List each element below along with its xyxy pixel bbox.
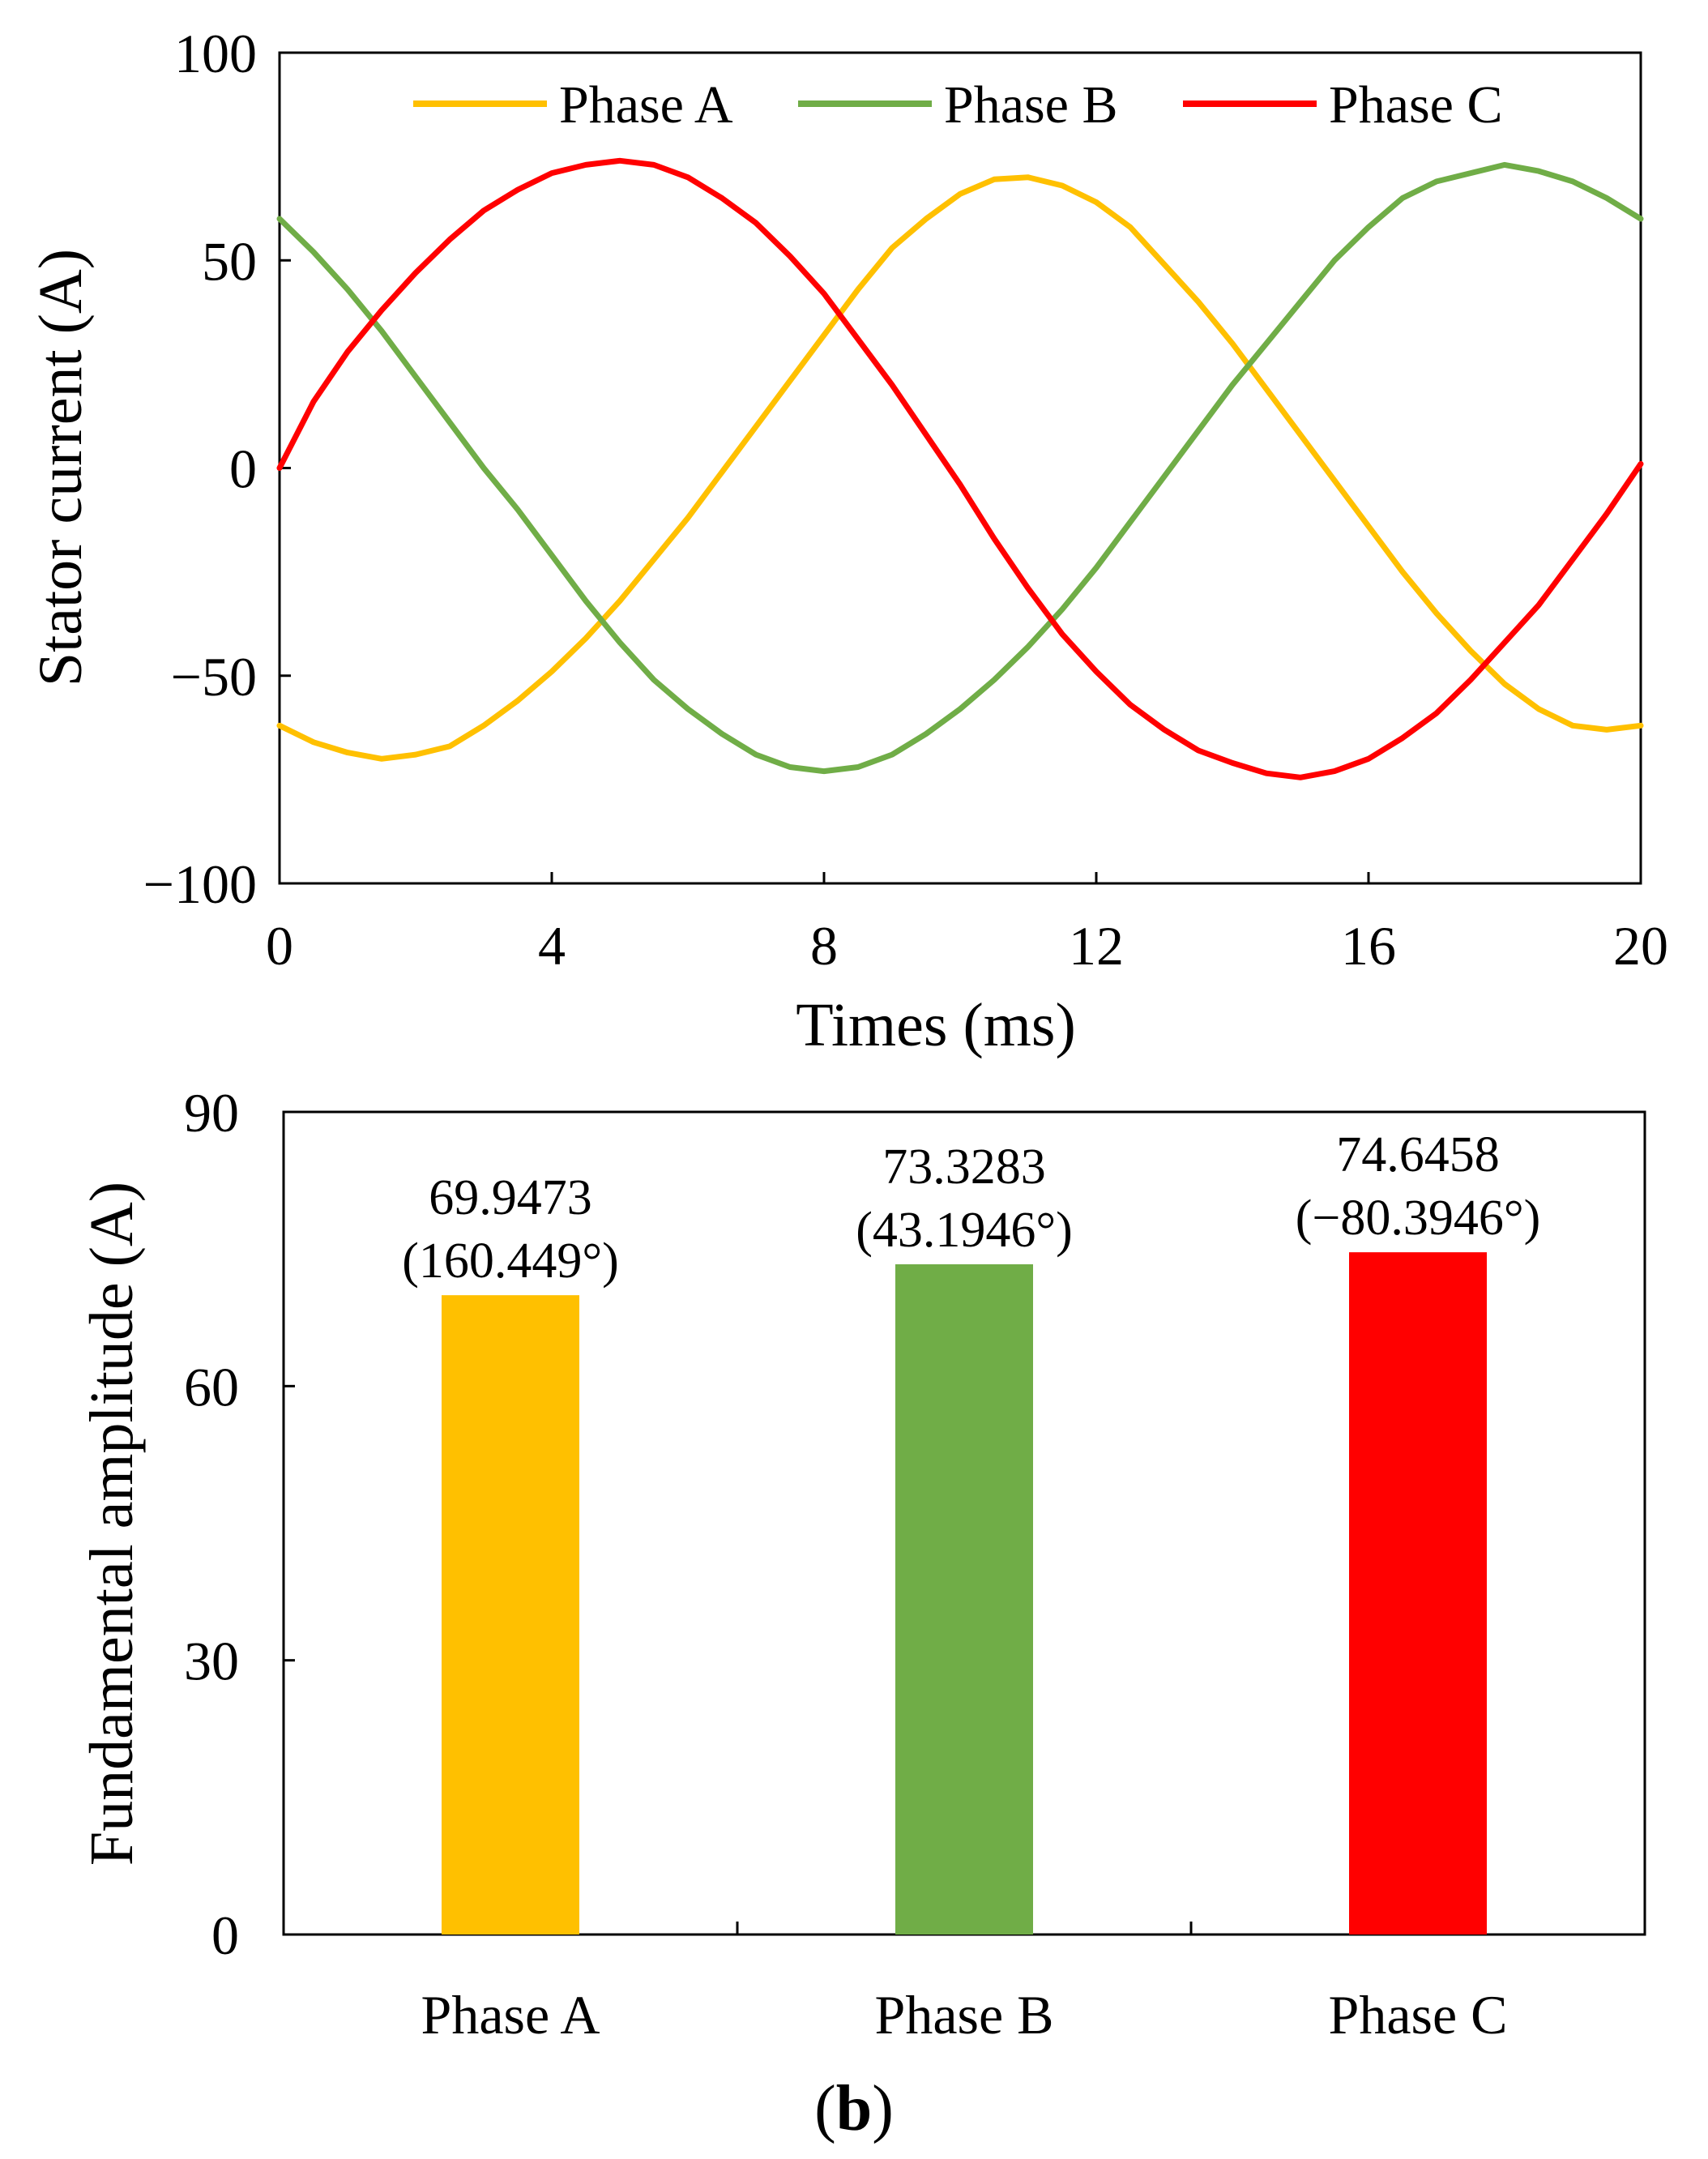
line-series-group <box>276 157 1644 780</box>
bar-value-label-phase-c: 74.6458 <box>1336 1127 1500 1182</box>
line-y-tick-label: 50 <box>202 230 257 292</box>
line-legend: Phase A Phase B Phase C <box>413 75 1503 135</box>
bar-y-tick-label: 90 <box>184 1082 239 1144</box>
bar-marks-group: 69.9473 (160.449°) Phase A 73.3283 (43.1946°… <box>402 1127 1540 2046</box>
panel-label-close: ) <box>872 2073 894 2144</box>
bar-x-ticks <box>736 1922 1193 1935</box>
panel-label-open: ( <box>814 2073 836 2144</box>
series-line-phase-b <box>276 161 1644 775</box>
line-x-axis-title: Times (ms) <box>796 991 1076 1059</box>
bar-chart: 0 30 60 90 69.9473 (160.449°) Phase A 73.3283 (… <box>78 1082 1646 2046</box>
bar-y-tick-label: 0 <box>211 1905 239 1966</box>
line-y-tick-label: 0 <box>229 438 257 500</box>
line-x-tick-label: 0 <box>266 915 293 977</box>
bar-y-ticks: 0 30 60 90 <box>184 1082 295 1966</box>
panel-label-letter: b <box>836 2073 873 2144</box>
bar-phase-label-phase-c: (−80.3946°) <box>1296 1191 1541 1246</box>
line-y-axis-title: Stator current (A) <box>27 249 95 686</box>
line-x-tick-label: 16 <box>1341 915 1396 977</box>
bar-y-axis-title: Fundamental amplitude (A) <box>78 1182 146 1866</box>
bar-category-label-phase-b: Phase B <box>875 1984 1054 2046</box>
line-x-ticks: 0 4 8 12 16 20 <box>266 872 1668 977</box>
series-line-phase-a <box>276 174 1644 762</box>
line-y-tick-label: 100 <box>174 23 257 84</box>
legend-label-phase-a: Phase A <box>559 75 733 135</box>
panel-label: (b) <box>814 2073 894 2144</box>
line-y-ticks: −100 −50 0 50 100 <box>143 23 291 915</box>
line-y-tick-label: −50 <box>171 646 257 708</box>
line-x-tick-label: 12 <box>1069 915 1124 977</box>
bar-phase-b <box>895 1264 1033 1935</box>
line-x-tick-label: 20 <box>1613 915 1668 977</box>
series-line-phase-c <box>276 157 1644 780</box>
line-y-tick-label: −100 <box>143 853 257 915</box>
bar-category-label-phase-c: Phase C <box>1329 1984 1508 2046</box>
line-x-tick-label: 4 <box>538 915 566 977</box>
bar-value-label-phase-a: 69.9473 <box>429 1170 592 1225</box>
bar-y-tick-label: 30 <box>184 1631 239 1692</box>
bar-phase-a <box>442 1295 579 1935</box>
bar-value-label-phase-b: 73.3283 <box>882 1139 1046 1195</box>
bar-category-label-phase-a: Phase A <box>421 1984 600 2046</box>
bar-phase-c <box>1349 1252 1487 1935</box>
bar-phase-label-phase-a: (160.449°) <box>402 1233 619 1289</box>
bar-phase-label-phase-b: (43.1946°) <box>856 1203 1073 1258</box>
legend-label-phase-b: Phase B <box>944 75 1118 135</box>
bar-y-tick-label: 60 <box>184 1356 239 1417</box>
legend-label-phase-c: Phase C <box>1329 75 1503 135</box>
line-x-tick-label: 8 <box>810 915 838 977</box>
